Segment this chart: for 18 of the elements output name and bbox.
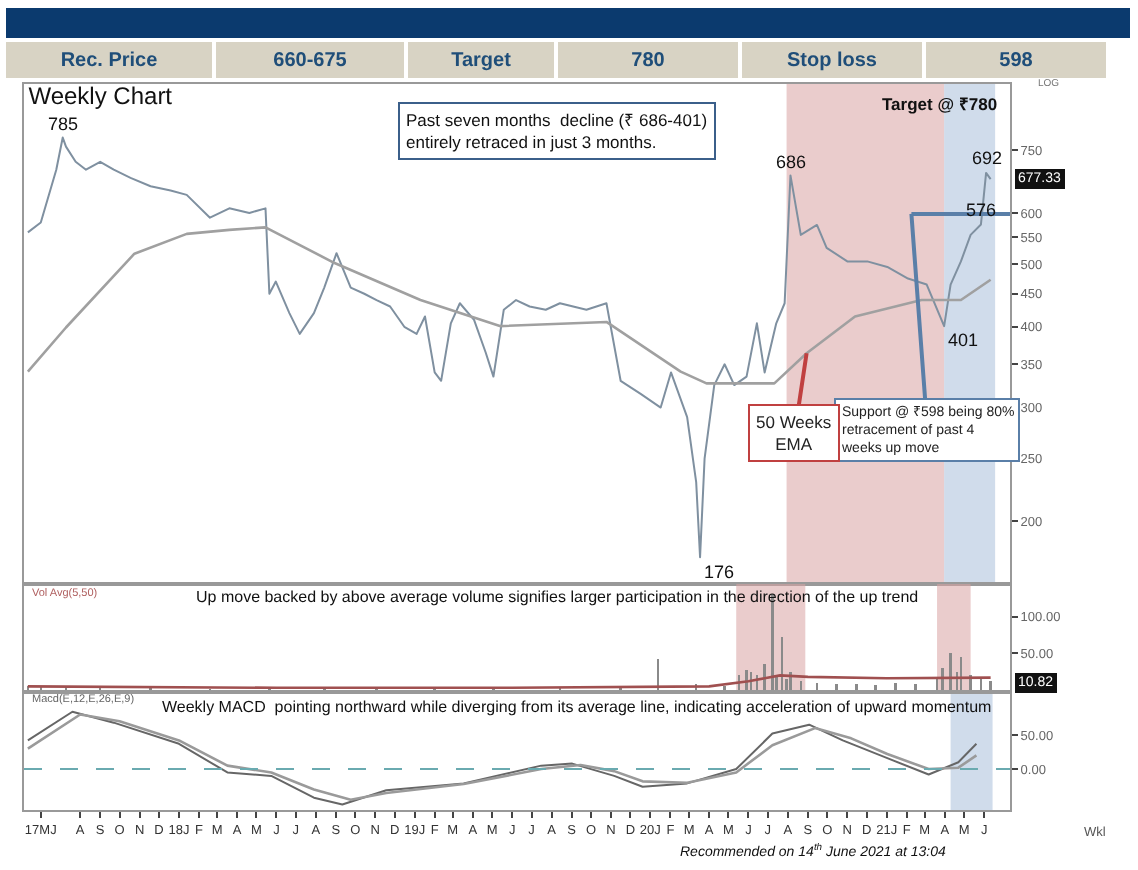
annotation: Up move backed by above average volume signifies larger participation in the direction of the up trend — [196, 588, 919, 606]
text: 780 — [558, 42, 742, 78]
annotation: 576 — [966, 200, 997, 220]
text: Rec. Price — [6, 42, 216, 78]
text: 660-675 — [216, 42, 408, 78]
annotation: Weekly MACD pointing northward while diverging from its average line, indicating acceleration of upward momentum — [162, 698, 993, 716]
series-label: 50 Weeks EMA — [756, 412, 832, 455]
annotation: Past seven months decline (₹ 686-401) entirely retraced in just 3 months. — [406, 110, 708, 153]
annotation: 785 — [48, 114, 79, 134]
annotation: 686 — [776, 152, 807, 172]
chart-title: Weekly Chart — [28, 82, 174, 111]
text: 598 — [926, 42, 1110, 78]
annotation: 401 — [948, 330, 979, 350]
annotation: 692 — [972, 148, 1003, 168]
annotation: Target @ ₹780 — [882, 94, 998, 114]
text: Target — [408, 42, 558, 78]
annotation: 176 — [704, 562, 735, 582]
text: Stop loss — [742, 42, 926, 78]
